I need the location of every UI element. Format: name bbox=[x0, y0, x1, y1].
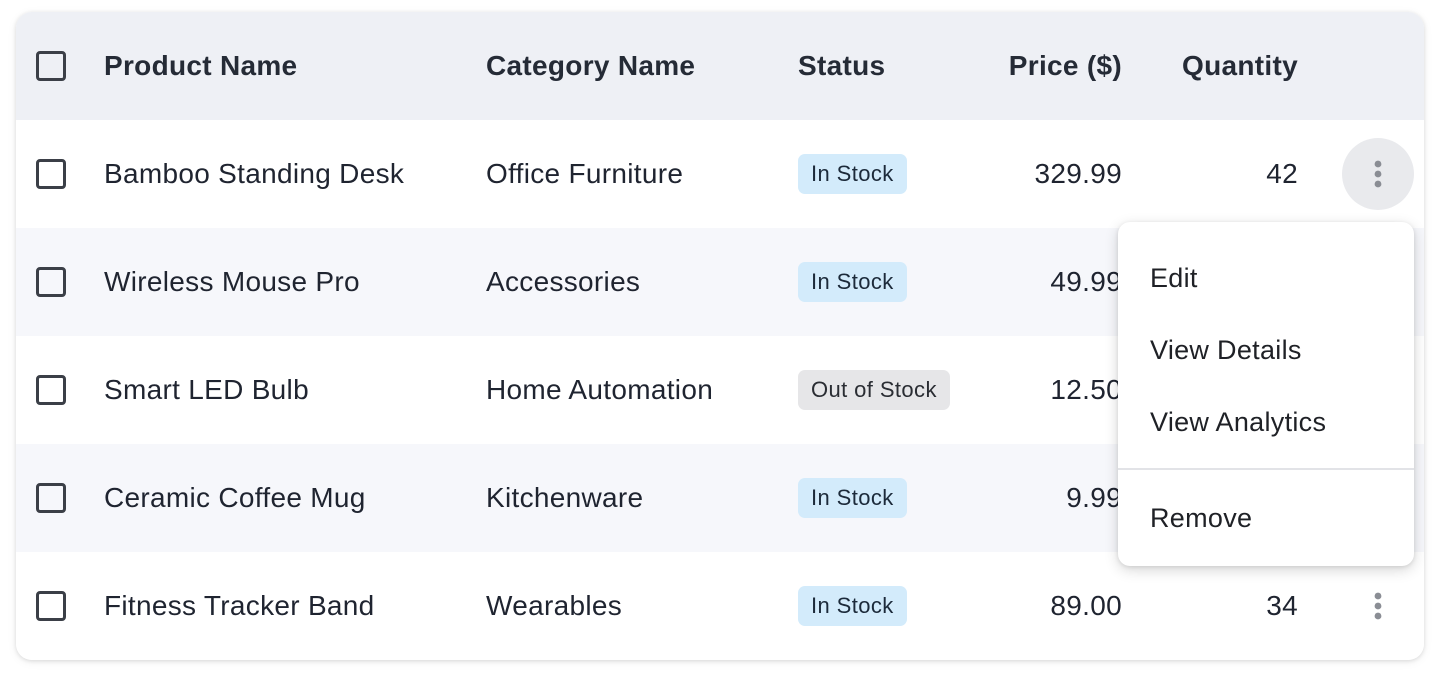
status-cell: In Stock bbox=[798, 228, 998, 336]
row-actions-cell bbox=[1342, 552, 1414, 660]
price: 49.99 bbox=[1050, 266, 1122, 297]
column-header-quantity[interactable]: Quantity bbox=[1182, 50, 1298, 81]
status-badge: In Stock bbox=[798, 262, 907, 302]
menu-item-remove[interactable]: Remove bbox=[1150, 502, 1253, 533]
row-checkbox[interactable] bbox=[36, 267, 66, 297]
product-name: Smart LED Bulb bbox=[104, 374, 309, 405]
row-checkbox[interactable] bbox=[36, 591, 66, 621]
product-name: Bamboo Standing Desk bbox=[104, 158, 405, 189]
row-checkbox[interactable] bbox=[36, 375, 66, 405]
column-header-price[interactable]: Price ($) bbox=[1008, 50, 1122, 81]
menu-divider bbox=[1118, 468, 1414, 470]
status-badge: In Stock bbox=[798, 154, 907, 194]
category-name: Office Furniture bbox=[486, 158, 684, 189]
table-row[interactable]: Fitness Tracker Band Wearables In Stock … bbox=[16, 552, 1424, 660]
status-badge: In Stock bbox=[798, 586, 907, 626]
menu-item-view-analytics[interactable]: View Analytics bbox=[1150, 406, 1327, 437]
table-row[interactable]: Bamboo Standing Desk Office Furniture In… bbox=[16, 120, 1424, 228]
price: 12.50 bbox=[1050, 374, 1122, 405]
column-header-product-name[interactable]: Product Name bbox=[104, 50, 298, 81]
product-name: Ceramic Coffee Mug bbox=[104, 482, 366, 513]
category-name: Home Automation bbox=[486, 374, 714, 405]
status-cell: In Stock bbox=[798, 552, 998, 660]
price: 329.99 bbox=[1034, 158, 1122, 189]
row-actions-menu: Edit View Details View Analytics Remove bbox=[1118, 222, 1414, 566]
row-select-cell bbox=[36, 120, 68, 228]
row-select-cell bbox=[36, 228, 68, 336]
status-badge: In Stock bbox=[798, 478, 907, 518]
more-vertical-icon bbox=[1374, 160, 1382, 188]
quantity: 42 bbox=[1266, 158, 1298, 189]
product-name: Fitness Tracker Band bbox=[104, 590, 375, 621]
row-checkbox[interactable] bbox=[36, 483, 66, 513]
row-select-cell bbox=[36, 336, 68, 444]
product-name: Wireless Mouse Pro bbox=[104, 266, 360, 297]
price: 89.00 bbox=[1050, 590, 1122, 621]
status-cell: In Stock bbox=[798, 120, 998, 228]
select-all-cell bbox=[36, 12, 68, 120]
category-name: Accessories bbox=[486, 266, 641, 297]
category-name: Kitchenware bbox=[486, 482, 644, 513]
price: 9.99 bbox=[1066, 482, 1122, 513]
row-checkbox[interactable] bbox=[36, 159, 66, 189]
menu-item-edit[interactable]: Edit bbox=[1150, 262, 1198, 293]
status-cell: In Stock bbox=[798, 444, 998, 552]
more-vertical-icon bbox=[1374, 592, 1382, 620]
row-select-cell bbox=[36, 552, 68, 660]
table-header: Product Name Category Name Status Price … bbox=[16, 12, 1424, 120]
select-all-checkbox[interactable] bbox=[36, 51, 66, 81]
quantity: 34 bbox=[1266, 590, 1298, 621]
column-header-status[interactable]: Status bbox=[798, 50, 886, 81]
row-actions-cell bbox=[1342, 120, 1414, 228]
status-badge: Out of Stock bbox=[798, 370, 950, 410]
menu-item-view-details[interactable]: View Details bbox=[1150, 334, 1302, 365]
row-actions-button[interactable] bbox=[1342, 570, 1414, 642]
row-actions-button[interactable] bbox=[1342, 138, 1414, 210]
column-header-category-name[interactable]: Category Name bbox=[486, 50, 696, 81]
status-cell: Out of Stock bbox=[798, 336, 998, 444]
category-name: Wearables bbox=[486, 590, 623, 621]
row-select-cell bbox=[36, 444, 68, 552]
